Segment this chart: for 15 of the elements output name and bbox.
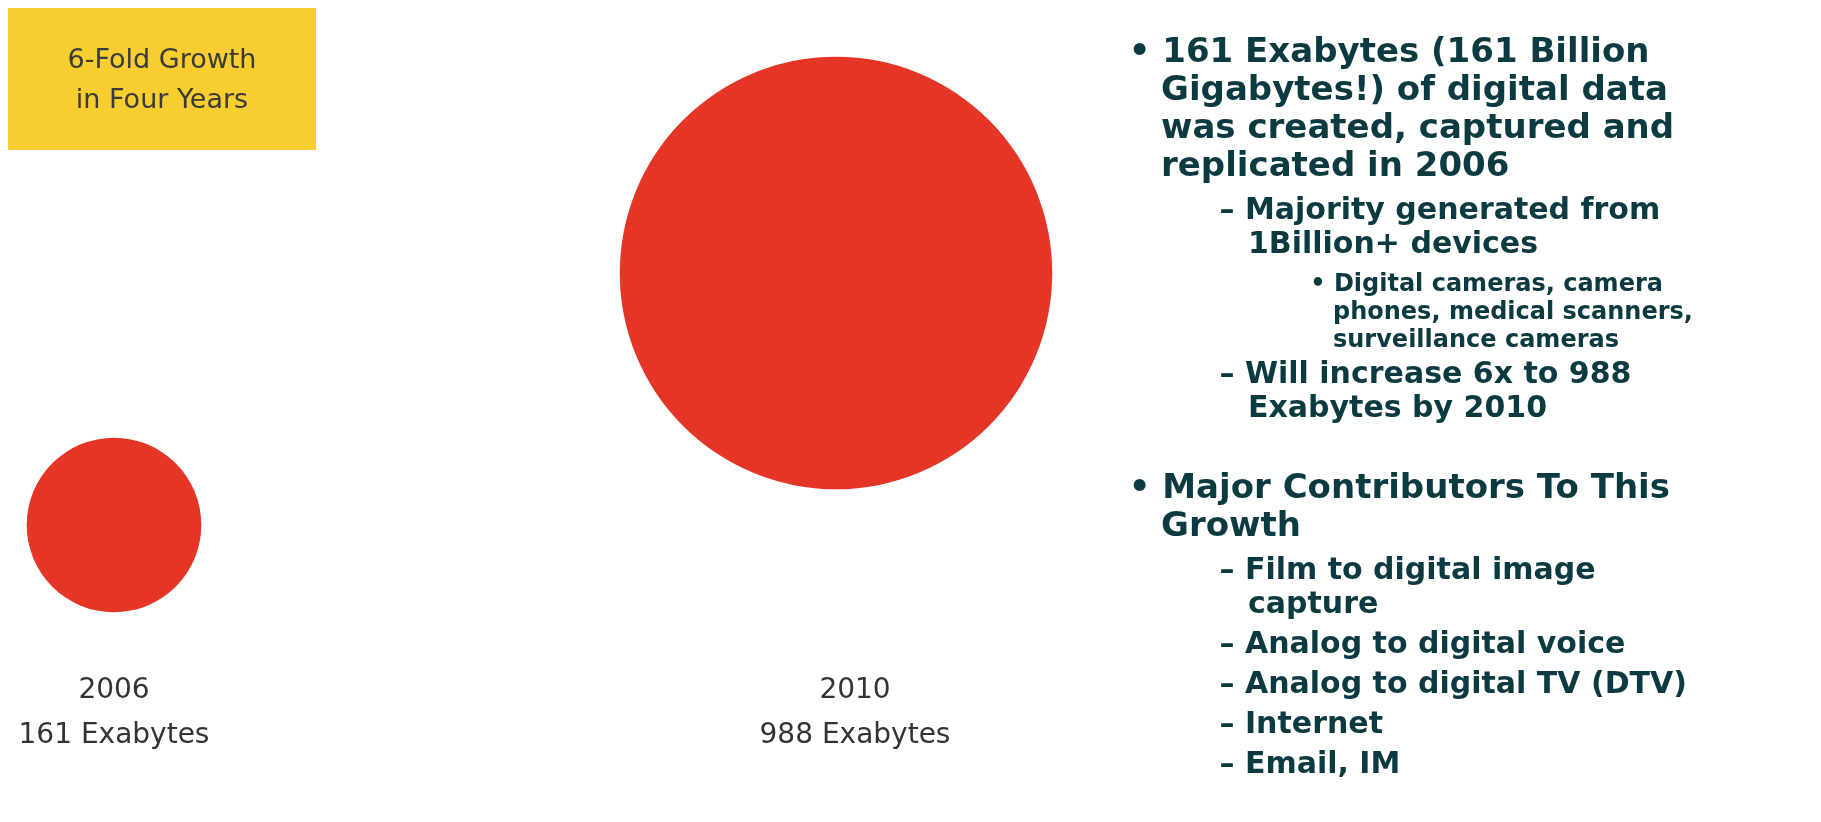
text: • Digital cameras, camera phones, medical scanners, surveillance cameras [1310, 269, 1693, 353]
category-label: 2010 [819, 672, 891, 705]
data-label: 988 Exabytes [759, 717, 951, 750]
text: – Email, IM [1219, 745, 1401, 780]
text: • Major Contributors To This Growth [1128, 466, 1671, 544]
data-label: 161 Exabytes [18, 717, 210, 750]
text: – Will increase 6x to 988 Exabytes by 2010 [1219, 355, 1632, 424]
text: • 161 Exabytes (161 Billion Gigabytes!) of digital data was created, captured and replicated in 2006 [1128, 30, 1675, 184]
category-label: 2006 [78, 672, 150, 705]
text: – Film to digital image capture [1219, 551, 1596, 620]
text: – Analog to digital TV (DTV) [1219, 665, 1687, 700]
text: – Internet [1219, 705, 1383, 740]
text: – Majority generated from 1Billion+ devices [1219, 191, 1661, 260]
text: 6-Fold Growth in Four Years [67, 43, 257, 114]
text: – Analog to digital voice [1219, 625, 1626, 660]
